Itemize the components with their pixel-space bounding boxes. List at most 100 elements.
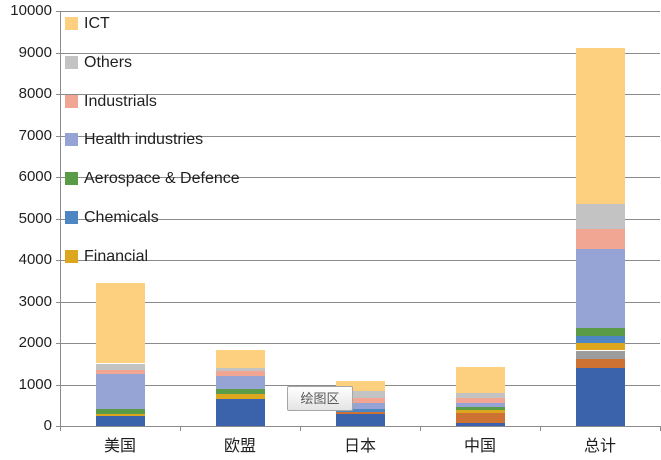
- legend-item[interactable]: Chemicals: [65, 209, 159, 226]
- bar-segment[interactable]: [455, 422, 505, 426]
- legend-item[interactable]: Industrials: [65, 93, 157, 110]
- bar-segment[interactable]: [575, 350, 625, 359]
- gridline: [60, 260, 660, 261]
- bar-segment[interactable]: [215, 399, 265, 426]
- bar-segment[interactable]: [215, 394, 265, 400]
- bar-segment[interactable]: [455, 367, 505, 394]
- bar-segment[interactable]: [335, 390, 385, 398]
- bar-segment[interactable]: [215, 367, 265, 372]
- x-axis-category-label: 中国: [463, 438, 496, 455]
- legend-label: Industrials: [84, 92, 157, 110]
- y-axis-tick-label: 9000: [18, 43, 52, 61]
- y-axis-tick: [56, 177, 60, 178]
- legend-item[interactable]: Aerospace & Defence: [65, 170, 240, 187]
- gridline: [60, 426, 660, 427]
- legend-swatch-icon: [65, 94, 78, 108]
- bar-segment[interactable]: [575, 249, 625, 328]
- bar-segment[interactable]: [575, 203, 625, 230]
- bar-segment[interactable]: [575, 48, 625, 204]
- plot-area-tooltip: 绘图区: [287, 386, 353, 411]
- bar-segment[interactable]: [95, 369, 145, 374]
- bar-segment[interactable]: [455, 409, 505, 414]
- gridline: [60, 52, 660, 54]
- x-axis-category-label: 总计: [583, 438, 616, 455]
- x-axis-tick: [300, 426, 301, 431]
- y-axis-tick-label: 3000: [18, 292, 52, 310]
- y-axis-tick-label: 4000: [18, 251, 52, 268]
- bar-segment[interactable]: [455, 413, 505, 423]
- y-axis-tick: [56, 218, 60, 220]
- y-axis-tick: [56, 135, 60, 137]
- bar-segment[interactable]: [575, 229, 625, 249]
- gridline: [60, 94, 660, 95]
- bar-segment[interactable]: [335, 397, 385, 403]
- y-axis-tick-label: 0: [43, 417, 52, 434]
- legend-swatch-icon: [65, 17, 78, 30]
- bar-segment[interactable]: [335, 413, 385, 426]
- bar-segment[interactable]: [335, 408, 385, 412]
- y-axis-tick: [56, 343, 60, 344]
- legend-label: Aerospace & Defence: [84, 170, 240, 188]
- y-axis-tick-label: 8000: [18, 85, 52, 102]
- bar-segment[interactable]: [455, 403, 505, 408]
- bar-segment[interactable]: [95, 409, 145, 414]
- x-axis-tick: [180, 426, 181, 431]
- legend-item[interactable]: Financial: [65, 248, 148, 265]
- bar-segment[interactable]: [575, 342, 625, 351]
- bar-segment[interactable]: [95, 283, 145, 364]
- bar-segment[interactable]: [215, 389, 265, 395]
- bar-segment[interactable]: [455, 407, 505, 410]
- bar-segment[interactable]: [215, 376, 265, 390]
- bar-segment[interactable]: [575, 327, 625, 337]
- y-axis-tick: [56, 426, 60, 427]
- gridline: [60, 135, 660, 137]
- bar-segment[interactable]: [455, 393, 505, 399]
- legend-item[interactable]: Others: [65, 54, 132, 71]
- y-axis-tick-label: 2000: [18, 334, 52, 351]
- x-axis-tick: [420, 426, 421, 431]
- x-axis-tick: [60, 426, 61, 431]
- bar-segment[interactable]: [95, 414, 145, 417]
- gridline: [60, 301, 660, 303]
- gridline: [60, 343, 660, 344]
- y-axis-tick: [56, 11, 60, 12]
- y-axis-tick-label: 10000: [10, 2, 52, 19]
- y-axis-tick-label: 5000: [18, 209, 52, 227]
- bar-segment[interactable]: [575, 358, 625, 368]
- legend-swatch-icon: [65, 211, 78, 224]
- y-axis-tick: [56, 301, 60, 303]
- bar-segment[interactable]: [215, 350, 265, 368]
- bar-segment[interactable]: [335, 380, 385, 391]
- bar-segment[interactable]: [95, 416, 145, 426]
- legend-swatch-icon: [65, 133, 78, 147]
- y-axis-tick-label: 1000: [18, 375, 52, 393]
- legend-label: Health industries: [84, 131, 204, 149]
- x-axis-category-label: 日本: [343, 438, 376, 455]
- bar-segment[interactable]: [335, 411, 385, 414]
- legend-label: Chemicals: [84, 209, 159, 226]
- bar-segment[interactable]: [95, 363, 145, 370]
- y-axis-tick: [56, 52, 60, 54]
- y-axis-line: [60, 11, 61, 426]
- y-axis-tick-label: 6000: [18, 168, 52, 185]
- bar-segment[interactable]: [575, 367, 625, 426]
- bar-segment[interactable]: [575, 336, 625, 343]
- gridline: [60, 177, 660, 178]
- bar-segment[interactable]: [335, 402, 385, 409]
- bar-segment[interactable]: [215, 371, 265, 377]
- y-axis-tick: [56, 94, 60, 95]
- legend-label: Others: [84, 53, 133, 71]
- legend-label: Financial: [84, 247, 149, 265]
- legend-item[interactable]: ICT: [65, 15, 110, 32]
- legend-item[interactable]: Health industries: [65, 131, 203, 148]
- legend-swatch-icon: [65, 249, 78, 263]
- gridline: [60, 11, 660, 12]
- x-axis-tick: [540, 426, 541, 431]
- y-axis-tick: [56, 384, 60, 386]
- x-axis-category-label: 美国: [103, 438, 136, 455]
- bar-segment[interactable]: [95, 373, 145, 409]
- y-axis-tick-label: 7000: [18, 126, 52, 144]
- legend-swatch-icon: [65, 55, 78, 69]
- bar-segment[interactable]: [455, 398, 505, 404]
